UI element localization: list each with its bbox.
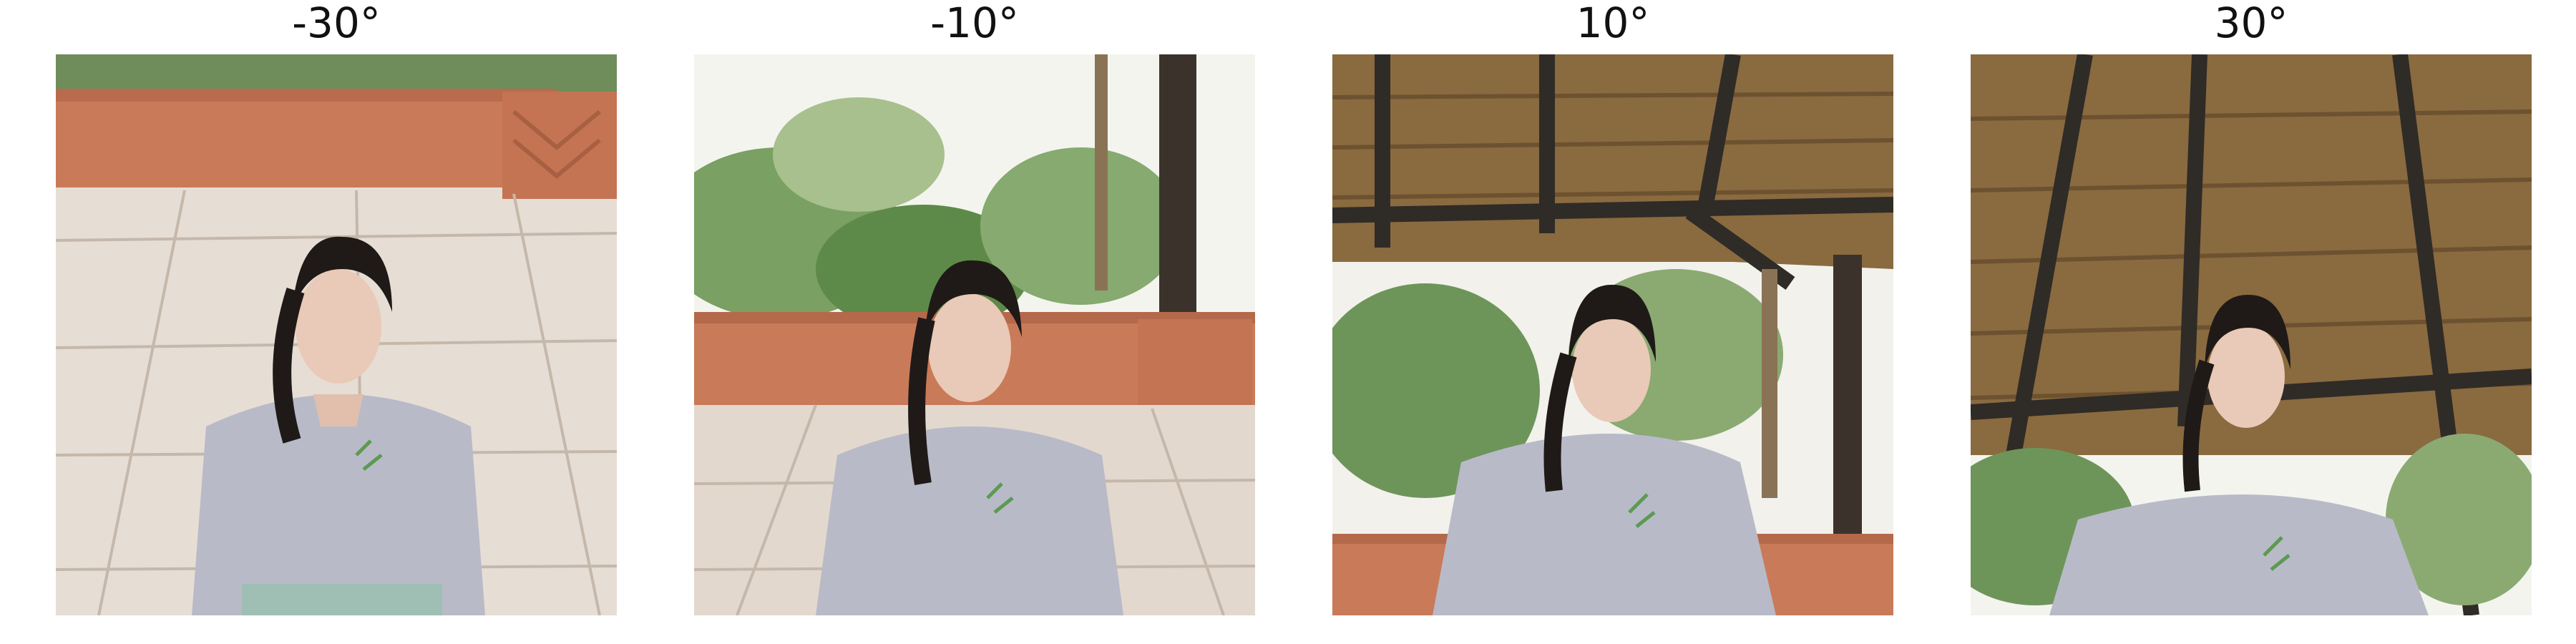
panel-plus-30: 30° bbox=[1971, 0, 2532, 644]
scene-thatch-roof bbox=[1971, 54, 2532, 615]
scene-thatch-garden bbox=[1332, 54, 1893, 615]
rendered-view-image bbox=[56, 54, 617, 615]
panel-title: -10° bbox=[930, 0, 1019, 47]
panel-minus-10: -10° bbox=[694, 0, 1255, 644]
panel-title: -30° bbox=[292, 0, 381, 47]
rendered-view-image bbox=[694, 54, 1255, 615]
rendered-view-image bbox=[1971, 54, 2532, 615]
panel-title: 10° bbox=[1576, 0, 1650, 47]
panel-minus-30: -30° bbox=[56, 0, 617, 644]
rendered-view-image bbox=[1332, 54, 1893, 615]
scene-garden-wall bbox=[694, 54, 1255, 615]
panel-title: 30° bbox=[2214, 0, 2288, 47]
panel-plus-10: 10° bbox=[1332, 0, 1893, 644]
scene-patio-floor bbox=[56, 54, 617, 615]
